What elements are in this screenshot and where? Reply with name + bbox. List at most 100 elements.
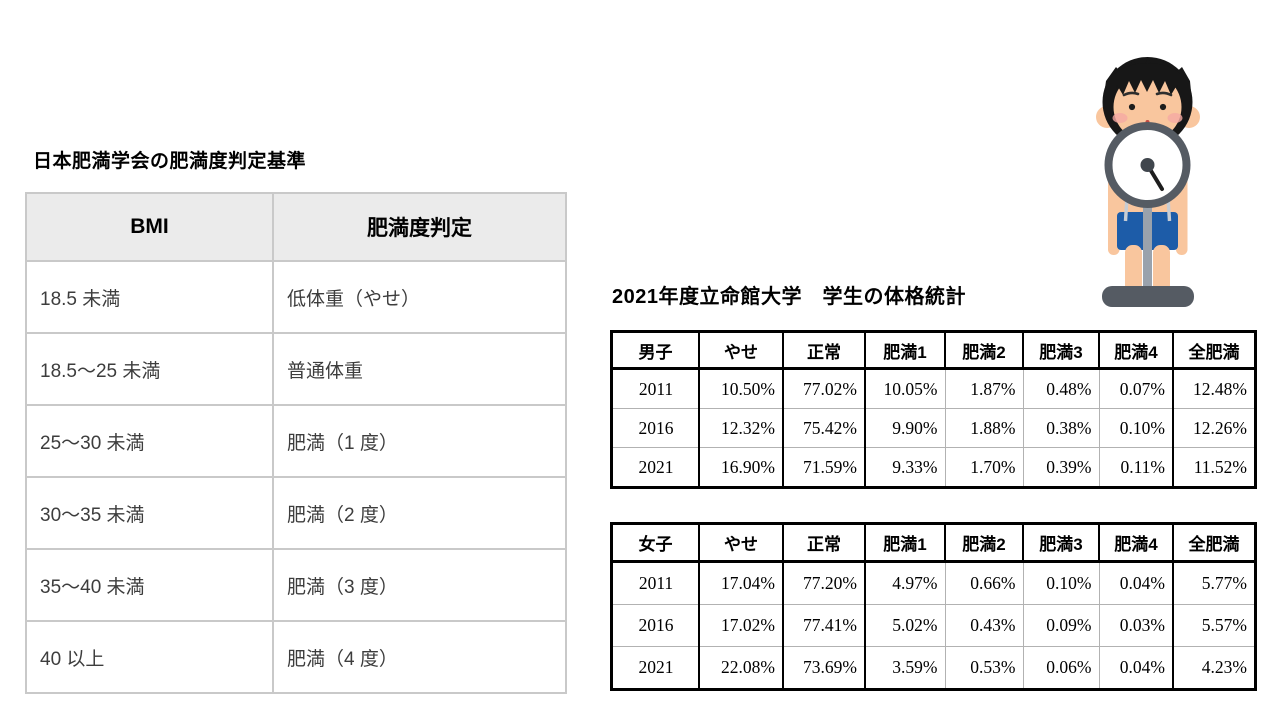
value-cell: 16.90% [698,447,784,488]
value-cell: 4.23% [1172,646,1256,690]
value-cell: 0.39% [1022,447,1100,488]
table-row: 2011 17.04% 77.20% 4.97% 0.66% 0.10% 0.0… [611,561,1256,605]
value-cell: 5.77% [1172,561,1256,605]
bmi-range-cell: 40 以上 [25,620,274,694]
header-cell: 肥満2 [944,522,1024,563]
bmi-range-cell: 30～35 未満 [25,476,274,550]
year-cell: 2011 [611,561,700,605]
header-cell: 正常 [782,330,866,370]
value-cell: 1.87% [944,368,1024,409]
value-cell: 77.02% [782,368,866,409]
value-cell: 0.09% [1022,604,1100,647]
value-cell: 0.43% [944,604,1024,647]
value-cell: 77.20% [782,561,866,605]
header-cell: 男子 [610,330,700,370]
header-cell: やせ [698,522,784,563]
table-row: 25～30 未満 肥満（1 度） [25,404,567,478]
table-row: 2016 17.02% 77.41% 5.02% 0.43% 0.09% 0.0… [611,604,1256,647]
bmi-criteria-table: BMI 肥満度判定 18.5 未満 低体重（やせ） 18.5～25 未満 普通体… [25,192,567,694]
value-cell: 0.04% [1098,646,1174,690]
value-cell: 0.10% [1098,408,1174,448]
bmi-range-cell: 25～30 未満 [25,404,274,478]
table-row: 2021 22.08% 73.69% 3.59% 0.53% 0.06% 0.0… [611,646,1256,690]
value-cell: 17.02% [698,604,784,647]
weight-scale-icon [1096,57,1200,307]
table-row: 18.5～25 未満 普通体重 [25,332,567,406]
year-cell: 2021 [611,447,700,488]
header-cell: 肥満2 [944,330,1024,370]
value-cell: 0.11% [1098,447,1174,488]
value-cell: 0.38% [1022,408,1100,448]
header-cell: 肥満1 [864,522,946,563]
value-cell: 0.10% [1022,561,1100,605]
bmi-judgment-cell: 肥満（3 度） [272,548,567,622]
male-header-row: 男子 やせ 正常 肥満1 肥満2 肥満3 肥満4 全肥満 [610,330,1257,370]
value-cell: 1.70% [944,447,1024,488]
value-cell: 11.52% [1172,447,1256,488]
stats-title: 2021年度立命館大学 学生の体格統計 [612,286,966,308]
value-cell: 71.59% [782,447,866,488]
value-cell: 12.26% [1172,408,1256,448]
value-cell: 0.48% [1022,368,1100,409]
table-row: 18.5 未満 低体重（やせ） [25,260,567,334]
table-row: 2021 16.90% 71.59% 9.33% 1.70% 0.39% 0.1… [611,447,1256,488]
table-row: 2016 12.32% 75.42% 9.90% 1.88% 0.38% 0.1… [611,408,1256,448]
bmi-judgment-header-cell: 肥満度判定 [272,192,567,262]
header-cell: 肥満3 [1022,522,1100,563]
header-cell: 全肥満 [1172,522,1257,563]
value-cell: 0.04% [1098,561,1174,605]
bmi-judgment-cell: 肥満（2 度） [272,476,567,550]
header-cell: 肥満1 [864,330,946,370]
value-cell: 77.41% [782,604,866,647]
value-cell: 0.03% [1098,604,1174,647]
value-cell: 12.48% [1172,368,1256,409]
year-cell: 2016 [611,604,700,647]
table-row: 35～40 未満 肥満（3 度） [25,548,567,622]
bmi-range-cell: 35～40 未満 [25,548,274,622]
value-cell: 10.50% [698,368,784,409]
table-row: 30～35 未満 肥満（2 度） [25,476,567,550]
bmi-judgment-cell: 普通体重 [272,332,567,406]
bmi-range-cell: 18.5～25 未満 [25,332,274,406]
value-cell: 10.05% [864,368,946,409]
year-cell: 2011 [611,368,700,409]
value-cell: 3.59% [864,646,946,690]
value-cell: 1.88% [944,408,1024,448]
value-cell: 12.32% [698,408,784,448]
value-cell: 4.97% [864,561,946,605]
male-stats-table: 男子 やせ 正常 肥満1 肥満2 肥満3 肥満4 全肥満 2011 10.50%… [610,330,1257,489]
table-row: 40 以上 肥満（4 度） [25,620,567,694]
year-cell: 2016 [611,408,700,448]
header-cell: 肥満3 [1022,330,1100,370]
value-cell: 9.90% [864,408,946,448]
female-stats-table: 女子 やせ 正常 肥満1 肥満2 肥満3 肥満4 全肥満 2011 17.04%… [610,522,1257,691]
year-cell: 2021 [611,646,700,690]
header-cell: 肥満4 [1098,522,1174,563]
table-row: 2011 10.50% 77.02% 10.05% 1.87% 0.48% 0.… [611,368,1256,409]
value-cell: 73.69% [782,646,866,690]
female-header-row: 女子 やせ 正常 肥満1 肥満2 肥満3 肥満4 全肥満 [610,522,1257,563]
boy-on-weight-scale-illustration [1078,45,1228,317]
bmi-header-cell: BMI [25,192,274,262]
header-cell: 女子 [610,522,700,563]
bmi-criteria-title: 日本肥満学会の肥満度判定基準 [33,151,307,172]
value-cell: 5.02% [864,604,946,647]
bmi-judgment-cell: 低体重（やせ） [272,260,567,334]
value-cell: 75.42% [782,408,866,448]
header-cell: 正常 [782,522,866,563]
value-cell: 9.33% [864,447,946,488]
bmi-range-cell: 18.5 未満 [25,260,274,334]
value-cell: 0.66% [944,561,1024,605]
value-cell: 17.04% [698,561,784,605]
header-cell: やせ [698,330,784,370]
bmi-header-row: BMI 肥満度判定 [25,192,567,262]
value-cell: 5.57% [1172,604,1256,647]
value-cell: 0.06% [1022,646,1100,690]
header-cell: 肥満4 [1098,330,1174,370]
value-cell: 22.08% [698,646,784,690]
header-cell: 全肥満 [1172,330,1257,370]
bmi-judgment-cell: 肥満（4 度） [272,620,567,694]
value-cell: 0.07% [1098,368,1174,409]
value-cell: 0.53% [944,646,1024,690]
bmi-judgment-cell: 肥満（1 度） [272,404,567,478]
